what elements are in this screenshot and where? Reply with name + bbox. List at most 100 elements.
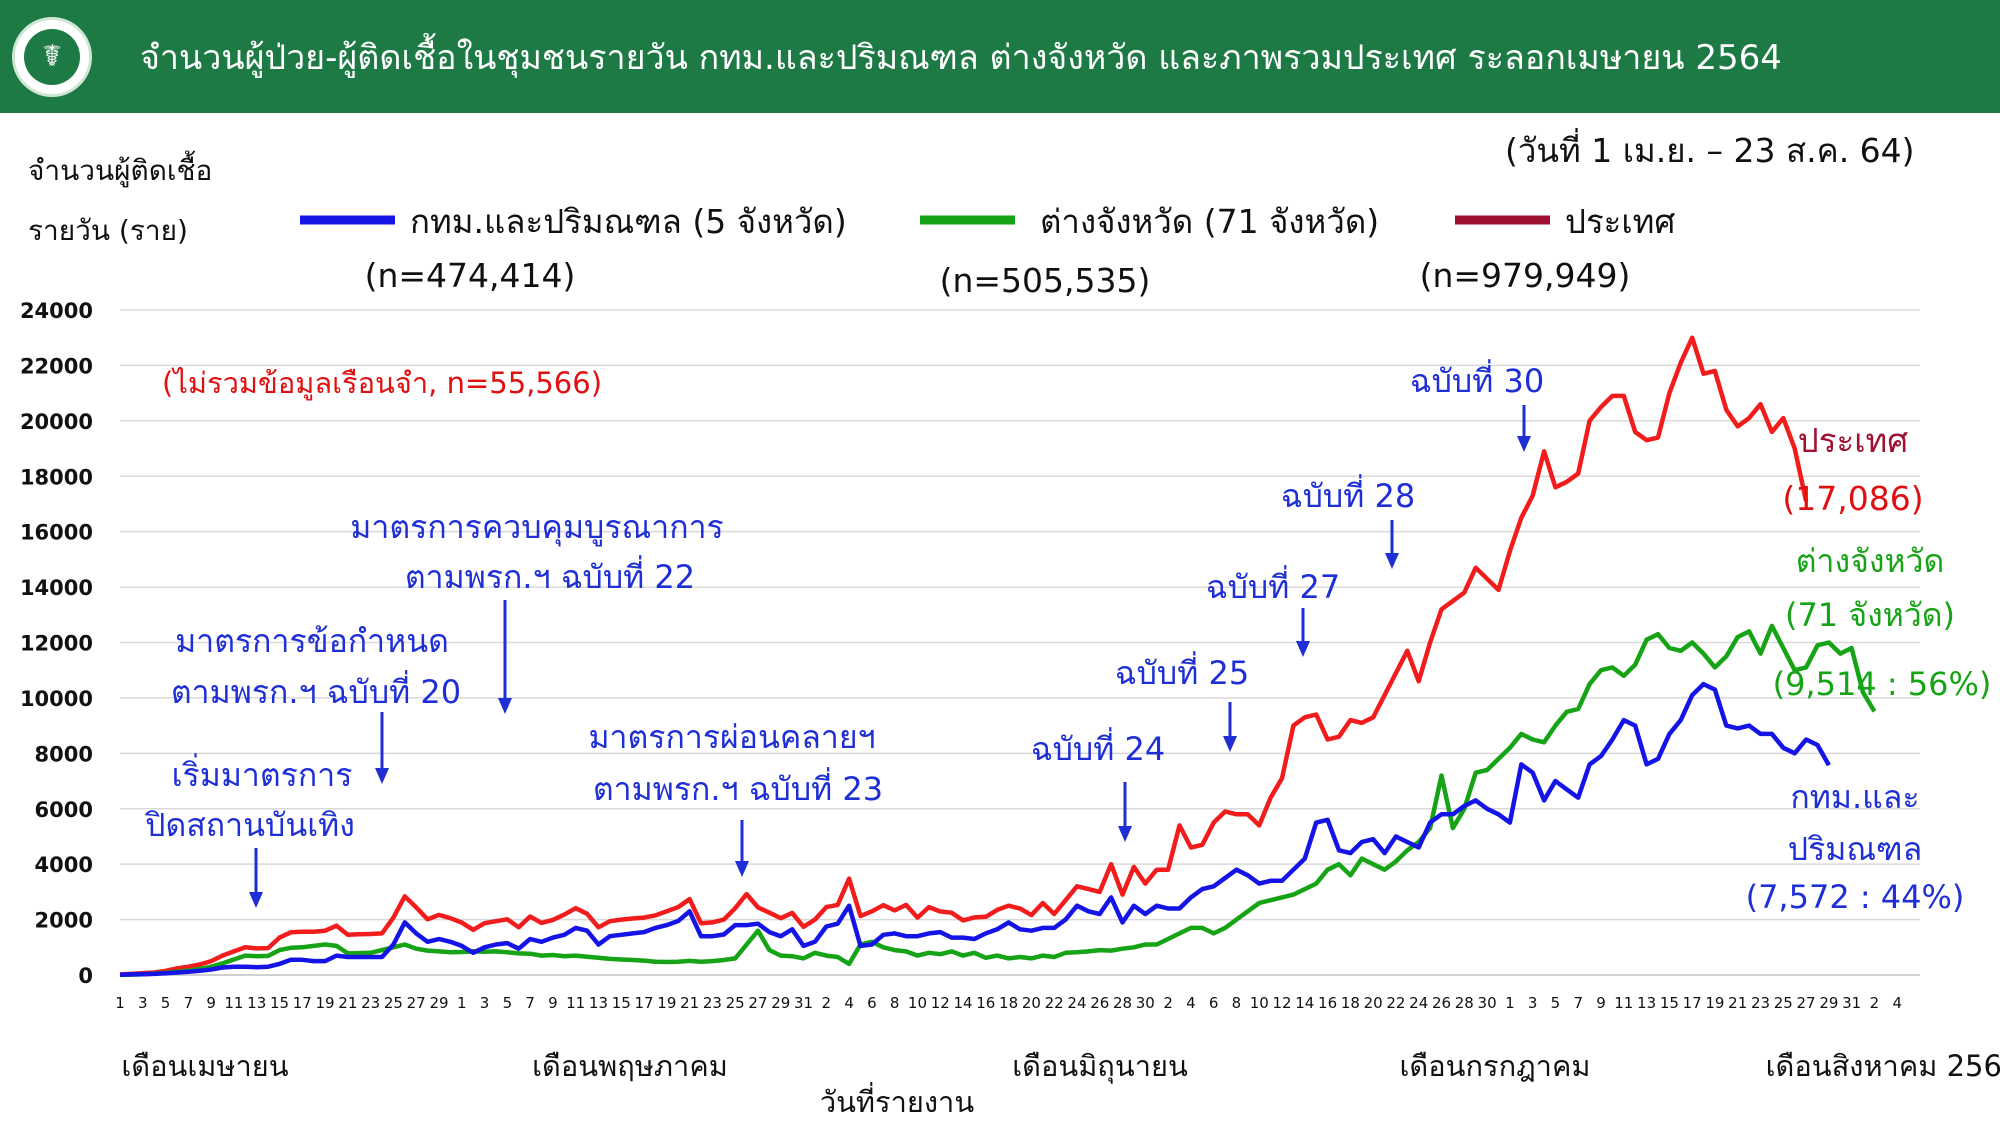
annotation-1-line-1: ตามพรก.ฯ ฉบับที่ 20 <box>171 670 461 711</box>
x-tick-label: 23 <box>703 994 722 1012</box>
x-tick-label: 1 <box>115 994 125 1012</box>
y-tick-label: 4000 <box>35 853 93 877</box>
legend-count-0: (n=474,414) <box>365 256 576 295</box>
x-axis-title: วันที่รายงาน <box>820 1082 975 1119</box>
x-tick-label: 15 <box>270 994 289 1012</box>
end-label-provinces-count: (71 จังหวัด) <box>1785 596 1955 634</box>
x-tick-label: 1 <box>457 994 467 1012</box>
y-tick-label: 22000 <box>20 354 93 378</box>
y-tick-label: 6000 <box>35 798 93 822</box>
end-label-country-value: (17,086) <box>1782 479 1923 518</box>
annotation-2-line-0: มาตรการควบคุมบูรณาการ <box>350 508 723 547</box>
month-label-2: เดือนมิถุนายน <box>1012 1049 1188 1084</box>
x-tick-label: 21 <box>680 994 699 1012</box>
ministry-logo-icon: ☤ <box>12 17 92 97</box>
end-label-bangkok-name-2: ปริมณฑล <box>1788 830 1922 868</box>
x-tick-label: 14 <box>953 994 972 1012</box>
arrow-head-6 <box>1296 641 1310 657</box>
annotation-1-line-0: มาตรการข้อกำหนด <box>175 622 449 660</box>
arrow-head-4 <box>1118 826 1132 842</box>
x-tick-label: 27 <box>407 994 426 1012</box>
month-label-0: เดือนเมษายน <box>121 1049 288 1083</box>
x-tick-label: 8 <box>890 994 900 1012</box>
x-tick-label: 11 <box>224 994 243 1012</box>
x-tick-label: 20 <box>1364 994 1383 1012</box>
header-bar: ☤ จำนวนผู้ป่วย-ผู้ติดเชื้อในชุมชนรายวัน … <box>0 0 2000 113</box>
month-label-4: เดือนสิงหาคม 2564 <box>1766 1049 2000 1083</box>
arrow-head-5 <box>1223 736 1237 752</box>
x-tick-label: 23 <box>1751 994 1770 1012</box>
arrow-head-8 <box>1517 436 1531 452</box>
x-tick-label: 27 <box>748 994 767 1012</box>
x-tick-label: 3 <box>480 994 490 1012</box>
x-tick-label: 25 <box>1774 994 1793 1012</box>
x-tick-label: 9 <box>206 994 216 1012</box>
x-tick-label: 16 <box>1318 994 1337 1012</box>
x-tick-label: 15 <box>1660 994 1679 1012</box>
x-tick-label: 20 <box>1022 994 1041 1012</box>
x-tick-label: 22 <box>1386 994 1405 1012</box>
annotation-0-line-1: ปิดสถานบันเทิง <box>144 806 355 844</box>
x-tick-label: 26 <box>1432 994 1451 1012</box>
y-tick-label: 16000 <box>20 521 93 545</box>
page-title: จำนวนผู้ป่วย-ผู้ติดเชื้อในชุมชนรายวัน กท… <box>140 38 1782 78</box>
x-tick-label: 2 <box>1163 994 1173 1012</box>
x-tick-label: 2 <box>822 994 832 1012</box>
y-axis-title-line-2: รายวัน (ราย) <box>28 214 188 247</box>
end-label-provinces-value: (9,514 : 56%) <box>1773 665 1992 703</box>
series-line-2 <box>119 681 1831 977</box>
legend-label-2: ประเทศ <box>1565 202 1675 241</box>
x-tick-label: 26 <box>1090 994 1109 1012</box>
x-tick-label: 16 <box>976 994 995 1012</box>
end-label-country-name: ประเทศ <box>1798 421 1908 460</box>
x-tick-label: 29 <box>771 994 790 1012</box>
x-tick-label: 5 <box>161 994 171 1012</box>
x-tick-label: 31 <box>1842 994 1861 1012</box>
annotation-6-line-0: ฉบับที่ 27 <box>1206 565 1340 606</box>
x-tick-label: 17 <box>293 994 312 1012</box>
month-label-3: เดือนกรกฎาคม <box>1400 1049 1591 1083</box>
annotation-5-line-0: ฉบับที่ 25 <box>1115 651 1249 692</box>
x-tick-label: 23 <box>361 994 380 1012</box>
end-label-provinces-name: ต่างจังหวัด <box>1796 542 1945 580</box>
x-tick-label: 3 <box>1528 994 1538 1012</box>
arrow-head-0 <box>249 892 263 908</box>
x-tick-label: 15 <box>612 994 631 1012</box>
x-tick-label: 13 <box>589 994 608 1012</box>
daily-cases-chart: 0 2000 4000 6000 8000 10000 12000 14000 16000 180… <box>20 128 2000 1119</box>
x-tick-label: 6 <box>867 994 877 1012</box>
x-tick-label: 12 <box>931 994 950 1012</box>
y-tick-label: 14000 <box>20 576 93 600</box>
y-tick-label: 8000 <box>35 742 93 766</box>
x-tick-label: 22 <box>1045 994 1064 1012</box>
x-tick-label: 7 <box>1573 994 1583 1012</box>
arrow-head-3 <box>735 861 749 877</box>
annotation-3-line-1: ตามพรก.ฯ ฉบับที่ 23 <box>593 767 883 808</box>
x-tick-label: 19 <box>316 994 335 1012</box>
x-tick-label: 10 <box>1250 994 1269 1012</box>
x-tick-label: 9 <box>548 994 558 1012</box>
y-tick-label: 2000 <box>35 909 93 933</box>
x-tick-label: 13 <box>247 994 266 1012</box>
legend-label-1: ต่างจังหวัด (71 จังหวัด) <box>1040 202 1379 241</box>
date-range-label: (วันที่ 1 เม.ย. – 23 ส.ค. 64) <box>1505 128 1915 170</box>
x-tick-label: 4 <box>844 994 854 1012</box>
x-tick-label: 29 <box>1819 994 1838 1012</box>
arrow-head-1 <box>375 768 389 784</box>
y-tick-label: 18000 <box>20 465 93 489</box>
y-axis-title-line-1: จำนวนผู้ติดเชื้อ <box>28 150 212 188</box>
x-tick-label: 9 <box>1596 994 1606 1012</box>
x-tick-label: 17 <box>635 994 654 1012</box>
x-tick-label: 30 <box>1478 994 1497 1012</box>
x-tick-label: 25 <box>384 994 403 1012</box>
x-tick-label: 5 <box>1551 994 1561 1012</box>
x-tick-label: 10 <box>908 994 927 1012</box>
x-tick-label: 4 <box>1892 994 1902 1012</box>
annotation-3-line-0: มาตรการผ่อนคลายฯ <box>588 718 875 756</box>
x-tick-label: 24 <box>1409 994 1428 1012</box>
y-tick-label: 20000 <box>20 410 93 434</box>
annotation-2-line-1: ตามพรก.ฯ ฉบับที่ 22 <box>405 555 695 596</box>
x-tick-label: 18 <box>999 994 1018 1012</box>
arrow-head-7 <box>1385 553 1399 569</box>
y-tick-label: 10000 <box>20 687 93 711</box>
